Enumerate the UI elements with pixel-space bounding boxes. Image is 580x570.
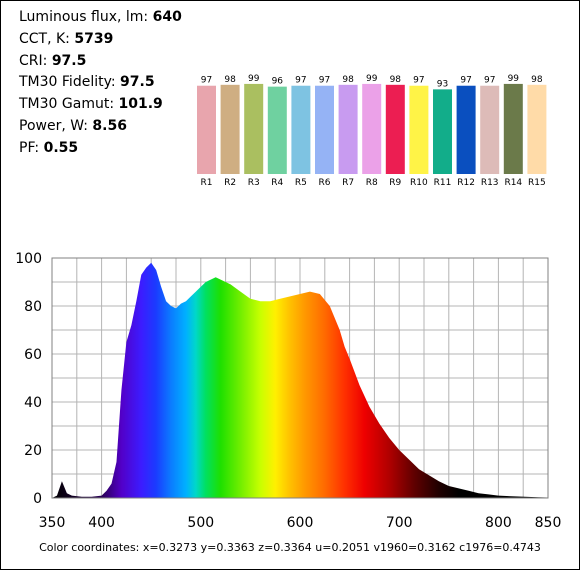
x-tick-label: 600 (287, 515, 314, 531)
spectrum-area (52, 262, 548, 498)
cri-bar-r12 (456, 85, 476, 174)
x-tick-label: 400 (88, 515, 115, 531)
metric-value: 0.55 (43, 139, 79, 156)
metric-value: 97.5 (51, 52, 87, 69)
metric-label: TM30 Gamut: (19, 96, 115, 113)
cri-category-label: R6 (319, 178, 331, 188)
x-tick-label: 850 (535, 515, 562, 531)
metric-cct: CCT, K: 5739 (19, 29, 182, 51)
cri-value-label: 96 (272, 77, 284, 87)
x-tick-label: 500 (187, 515, 214, 531)
cri-value-label: 99 (508, 74, 520, 84)
cri-bar-r8 (362, 83, 382, 174)
cri-value-label: 97 (460, 76, 471, 86)
cri-bar-r14 (503, 83, 523, 174)
y-tick-label: 60 (24, 347, 42, 363)
cri-value-label: 97 (201, 76, 212, 86)
metric-label: TM30 Fidelity: (19, 74, 116, 91)
metric-cri: CRI: 97.5 (19, 51, 182, 73)
metric-value: 640 (152, 9, 182, 25)
metric-label: Power, W: (19, 117, 88, 134)
cri-category-label: R8 (366, 178, 378, 188)
cri-category-label: R1 (201, 178, 213, 188)
metric-label: CCT, K: (19, 30, 70, 47)
cri-category-label: R11 (434, 178, 452, 188)
metric-label: Luminous flux, lm: (19, 9, 149, 25)
cri-category-label: R15 (528, 178, 546, 188)
x-tick-label: 350 (39, 515, 66, 531)
metric-value: 97.5 (120, 74, 155, 91)
metric-tm30-gamut: TM30 Gamut: 101.9 (19, 94, 182, 116)
x-tick-label: 800 (485, 515, 512, 531)
metric-tm30-fidelity: TM30 Fidelity: 97.5 (19, 72, 182, 94)
cri-bar-r5 (291, 85, 311, 174)
cri-category-label: R10 (410, 178, 428, 188)
cri-category-label: R5 (295, 178, 307, 188)
cri-value-label: 97 (319, 76, 330, 86)
cri-category-label: R3 (248, 178, 260, 188)
metric-label: PF: (19, 139, 40, 156)
plot-border (51, 257, 549, 499)
cri-value-label: 93 (437, 79, 448, 89)
cri-value-label: 97 (484, 76, 495, 86)
cri-value-label: 98 (531, 75, 543, 85)
metric-value: 101.9 (118, 96, 163, 113)
cri-bar-r2 (220, 84, 240, 174)
cri-value-label: 99 (248, 74, 260, 84)
cri-category-label: R2 (224, 178, 236, 188)
metric-power: Power, W: 8.56 (19, 116, 182, 138)
cri-bar-r9 (385, 84, 405, 174)
cri-value-label: 98 (224, 75, 236, 85)
y-tick-label: 80 (24, 299, 42, 315)
cri-category-label: R13 (481, 178, 499, 188)
cri-bar-r6 (315, 85, 334, 174)
color-coordinates: Color coordinates: x=0.3273 y=0.3363 z=0… (39, 541, 541, 554)
y-tick-label: 20 (24, 443, 42, 459)
cri-value-label: 99 (366, 74, 378, 84)
y-tick-label: 0 (33, 491, 42, 507)
cri-bar-r15 (527, 84, 547, 174)
cri-bar-r13 (480, 85, 500, 174)
cri-bar-r7 (338, 84, 358, 174)
cri-bar-r3 (244, 83, 264, 174)
cri-category-label: R14 (504, 178, 522, 188)
metrics-panel: Luminous flux, lm: 640 CCT, K: 5739 CRI:… (19, 7, 182, 160)
cri-value-label: 97 (295, 76, 306, 86)
y-tick-label: 100 (15, 251, 42, 267)
cri-value-label: 97 (413, 76, 424, 86)
y-tick-label: 40 (24, 395, 42, 411)
cri-category-label: R12 (457, 178, 475, 188)
cri-value-label: 98 (390, 75, 402, 85)
metric-luminous-flux: Luminous flux, lm: 640 (19, 7, 182, 29)
metric-value: 5739 (74, 30, 114, 47)
cri-category-label: R4 (271, 178, 283, 188)
cri-bar-r4 (267, 86, 287, 174)
metric-pf: PF: 0.55 (19, 138, 182, 160)
metric-value: 8.56 (92, 117, 127, 134)
cri-bar-r1 (197, 85, 216, 174)
cri-bar-r11 (433, 89, 452, 174)
metric-label: CRI: (19, 52, 48, 69)
cri-value-label: 98 (342, 75, 354, 85)
x-tick-label: 700 (386, 515, 413, 531)
cri-bar-r10 (409, 85, 429, 174)
cri-category-label: R9 (389, 178, 401, 188)
cri-category-label: R7 (342, 178, 354, 188)
cri-bar-chart: 97 R1 98 R2 99 R3 96 R4 97 R5 97 R6 98 R7 99 R8 98 R9 97 R1… (197, 74, 547, 188)
